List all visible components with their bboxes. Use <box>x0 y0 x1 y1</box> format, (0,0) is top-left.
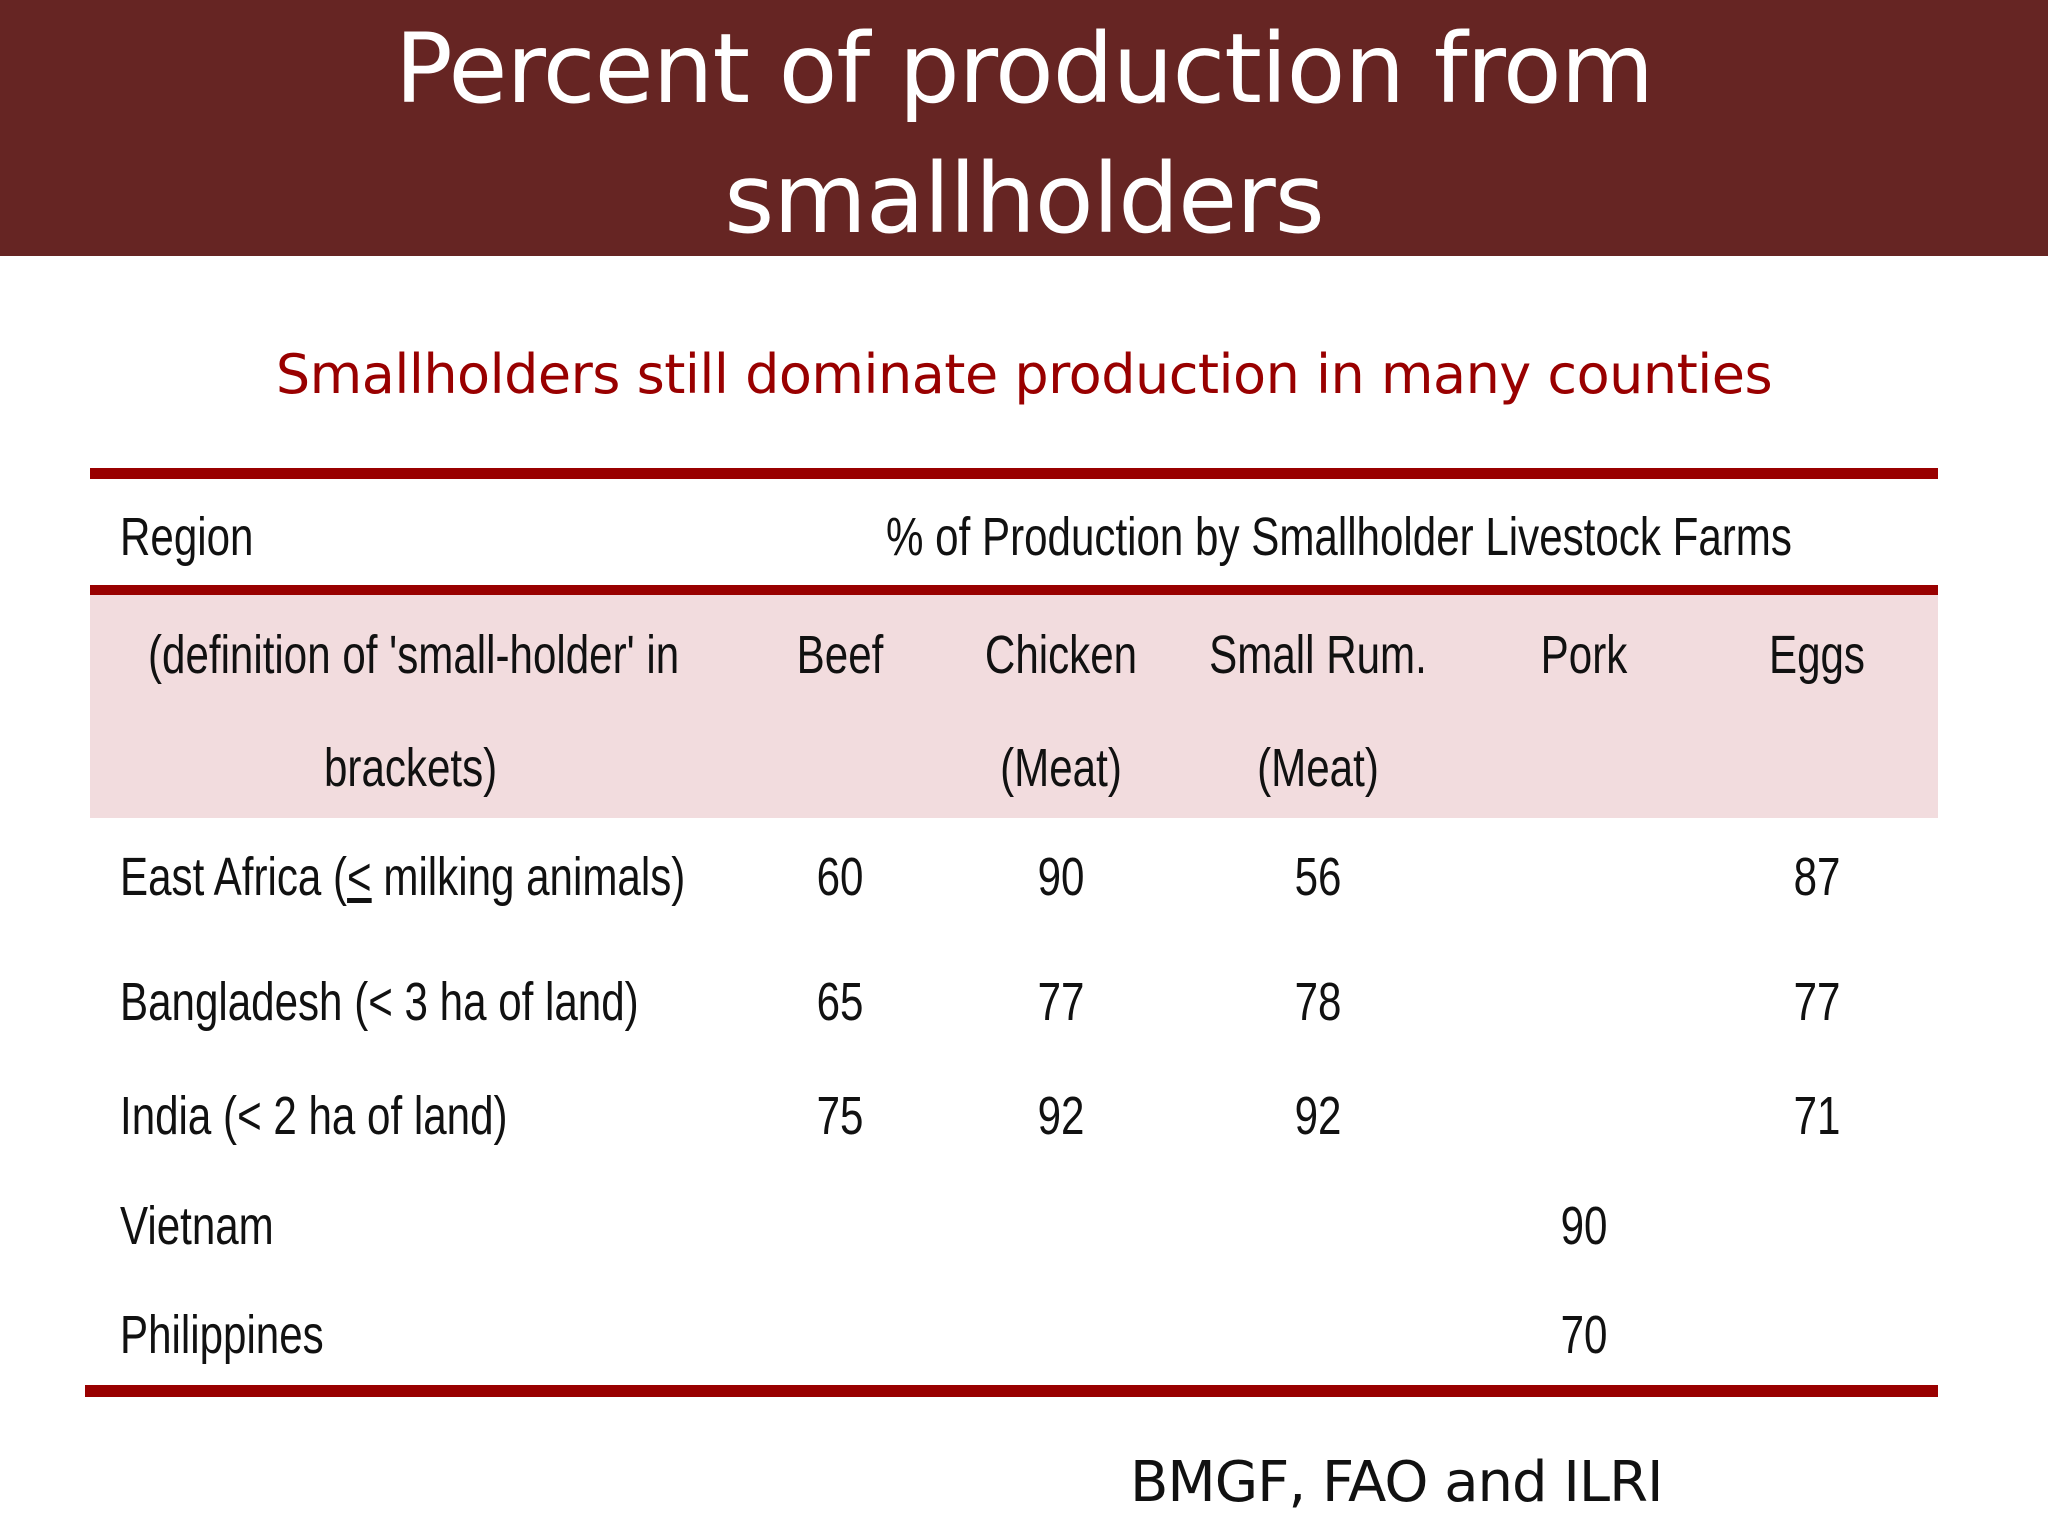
title-line-1: Percent of production from <box>394 13 1654 125</box>
source-citation: BMGF, FAO and ILRI <box>1130 1450 1664 1515</box>
cell-eggs: 77 <box>1793 972 1841 1032</box>
cell-chicken: 90 <box>1037 847 1085 907</box>
col-header-small-rum: Small Rum. <box>1209 625 1427 685</box>
cell-eggs: 71 <box>1793 1086 1841 1146</box>
cell-eggs: 87 <box>1793 847 1841 907</box>
row-region: India (< 2 ha of land) <box>120 1086 508 1146</box>
cell-small-rum: 78 <box>1294 972 1342 1032</box>
cell-chicken: 77 <box>1037 972 1085 1032</box>
slide-title: Percent of production from smallholders <box>0 4 2048 264</box>
col-header-chicken-sub: (Meat) <box>1000 738 1122 798</box>
region-header: Region <box>120 507 254 567</box>
definition-header-line2: brackets) <box>324 738 498 798</box>
header-rule <box>90 585 1938 596</box>
cell-beef: 65 <box>816 972 864 1032</box>
col-header-beef: Beef <box>796 625 884 685</box>
row-region: Philippines <box>120 1305 324 1365</box>
title-line-2: smallholders <box>724 143 1324 255</box>
cell-pork: 90 <box>1560 1196 1608 1256</box>
title-band: Percent of production from smallholders <box>0 0 2048 256</box>
cell-small-rum: 56 <box>1294 847 1342 907</box>
cell-beef: 60 <box>816 847 864 907</box>
table-bottom-rule <box>85 1385 1938 1397</box>
column-header-band <box>90 595 1938 818</box>
cell-small-rum: 92 <box>1294 1086 1342 1146</box>
cell-beef: 75 <box>816 1086 864 1146</box>
col-header-eggs: Eggs <box>1768 625 1866 685</box>
cell-pork: 70 <box>1560 1305 1608 1365</box>
col-header-small-rum-sub: (Meat) <box>1257 738 1379 798</box>
row-region: Vietnam <box>120 1196 274 1256</box>
cell-chicken: 92 <box>1037 1086 1085 1146</box>
group-header: % of Production by Smallholder Livestock… <box>886 507 1792 567</box>
row-region: East Africa (< milking animals) <box>120 847 686 907</box>
col-header-pork: Pork <box>1540 625 1628 685</box>
slide-subtitle: Smallholders still dominate production i… <box>275 343 1773 406</box>
col-header-chicken: Chicken <box>984 625 1138 685</box>
row-region: Bangladesh (< 3 ha of land) <box>120 972 639 1032</box>
definition-header-line1: (definition of 'small-holder' in <box>148 625 680 685</box>
table-top-rule <box>90 468 1938 479</box>
